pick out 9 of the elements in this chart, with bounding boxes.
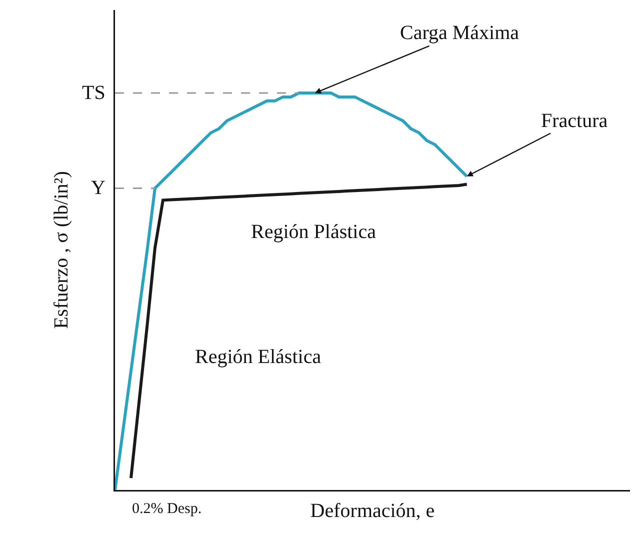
text: 0.2% Desp.: [132, 501, 202, 517]
annotation: Región Plástica: [251, 221, 376, 243]
text: Fractura: [541, 110, 608, 132]
text: Carga Máxima: [400, 22, 520, 44]
x-axis-title: Deformación, e: [310, 500, 435, 522]
ref-line-label: Y: [91, 177, 106, 199]
annotation: Región Elástica: [195, 346, 322, 368]
y-axis-title: Esfuerzo , σ (lb/in²): [50, 171, 72, 329]
ref-line-label: TS: [82, 82, 106, 104]
